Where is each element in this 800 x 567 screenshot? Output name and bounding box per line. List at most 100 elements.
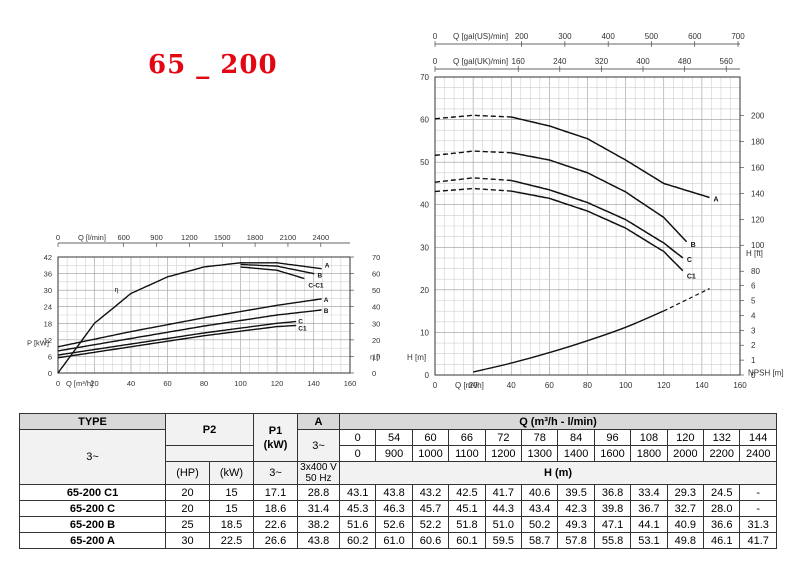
kw-cell: 22.5 bbox=[209, 532, 254, 549]
y-axis-label: P [kW] bbox=[27, 339, 49, 348]
plot-frame bbox=[434, 76, 741, 376]
h-cell: 39.8 bbox=[593, 500, 632, 517]
y-tick-label: 70 bbox=[420, 73, 429, 82]
h-cell: 58.7 bbox=[521, 532, 559, 549]
top-tick-label-us: 400 bbox=[601, 32, 615, 41]
h-cell: 52.2 bbox=[411, 516, 450, 533]
right-tick-label-ft: 80 bbox=[751, 267, 760, 276]
right-tick-label-ft: 180 bbox=[751, 137, 765, 146]
y-tick-label: 18 bbox=[44, 319, 52, 328]
h-cell: 49.3 bbox=[557, 516, 595, 533]
q-m3h-cell: 144 bbox=[739, 429, 777, 446]
h-cell: 43.1 bbox=[338, 484, 377, 501]
q-lmin-cell: 2000 bbox=[666, 445, 705, 462]
performance-table: TYPE P2 P1 (kW) A Q (m³/h - l/min) 3~ 3~… bbox=[19, 413, 777, 549]
head-curve-b bbox=[511, 152, 688, 243]
top-axis-label-uk: Q [gal(UK)/min] bbox=[453, 57, 508, 66]
right-tick-label-npsh: 1 bbox=[751, 356, 756, 365]
h-cell: 53.1 bbox=[630, 532, 668, 549]
top-tick-label-us: 600 bbox=[688, 32, 702, 41]
right-tick-label: 40 bbox=[372, 303, 380, 312]
q-lmin-cell: 1400 bbox=[557, 445, 595, 462]
kw-unit-cell: (kW) bbox=[209, 461, 254, 485]
top-tick-label: 1800 bbox=[247, 233, 264, 242]
h-cell: 33.4 bbox=[630, 484, 668, 501]
h-cell: 57.8 bbox=[557, 532, 595, 549]
top-tick-label-uk: 160 bbox=[512, 57, 526, 66]
power-curve-a bbox=[57, 298, 322, 348]
right-axis-label: η [%] bbox=[370, 352, 380, 361]
amp-cell: 38.2 bbox=[297, 516, 340, 533]
kw-cell: 18.5 bbox=[209, 516, 254, 533]
h-cell: 32.7 bbox=[666, 500, 705, 517]
y-tick-label: 50 bbox=[420, 158, 429, 167]
a-phase-cell: 3~ bbox=[297, 429, 340, 462]
q-lmin-cell: 1200 bbox=[484, 445, 523, 462]
top-tick-label-us: 200 bbox=[515, 32, 529, 41]
power-curve-c bbox=[57, 320, 297, 356]
eta-label: B bbox=[318, 273, 323, 280]
kw-cell: 15 bbox=[209, 484, 254, 501]
top-tick-label-us: 500 bbox=[645, 32, 659, 41]
h-cell: 43.2 bbox=[411, 484, 450, 501]
h-cell: 50.2 bbox=[521, 516, 559, 533]
h-cell: 36.7 bbox=[630, 500, 668, 517]
curve-label-c1: C1 bbox=[687, 274, 696, 281]
power-label: A bbox=[324, 297, 329, 304]
x-tick-label: 140 bbox=[307, 379, 320, 388]
hp-cell: 20 bbox=[165, 500, 210, 517]
a-header: A bbox=[297, 413, 340, 430]
h-cell: 60.1 bbox=[448, 532, 486, 549]
p1-unit: (kW) bbox=[263, 438, 288, 451]
top-tick-label: 2100 bbox=[280, 233, 297, 242]
q-m3h-cell: 78 bbox=[521, 429, 559, 446]
h-cell: 41.7 bbox=[484, 484, 523, 501]
h-cell: 31.3 bbox=[739, 516, 777, 533]
amp-cell: 43.8 bbox=[297, 532, 340, 549]
head-curve-b-dashed bbox=[434, 150, 512, 156]
x-axis-label: Q [m³/h] bbox=[66, 379, 93, 388]
right-tick-label-npsh: 2 bbox=[751, 341, 756, 350]
type-header: TYPE bbox=[19, 413, 166, 430]
h-cell: 60.2 bbox=[338, 532, 377, 549]
q-m3h-cell: 54 bbox=[375, 429, 413, 446]
head-curve-a bbox=[511, 116, 710, 199]
top-tick-label: 0 bbox=[56, 233, 60, 242]
power-curve-c1 bbox=[57, 324, 297, 359]
top-tick-label: 1200 bbox=[181, 233, 198, 242]
h-cell: - bbox=[739, 484, 777, 501]
right-tick-label: 0 bbox=[372, 369, 376, 378]
h-cell: 36.8 bbox=[593, 484, 632, 501]
h-cell: 55.8 bbox=[593, 532, 632, 549]
right-axis-label-npsh: NPSH [m] bbox=[748, 369, 784, 378]
plot-frame bbox=[57, 256, 351, 374]
h-cell: 59.5 bbox=[484, 532, 523, 549]
curve-label-a: A bbox=[714, 196, 719, 203]
x-tick-label: 80 bbox=[583, 381, 592, 390]
efficiency-curve bbox=[240, 263, 315, 275]
top-tick-label: 600 bbox=[117, 233, 130, 242]
h-cell: 29.3 bbox=[666, 484, 705, 501]
voltage-label: 3x400 V bbox=[300, 462, 337, 474]
type-cell: 65-200 A bbox=[19, 532, 166, 549]
q-lmin-cell: 1100 bbox=[448, 445, 486, 462]
h-cell: 42.3 bbox=[557, 500, 595, 517]
q-m3h-cell: 0 bbox=[338, 429, 377, 446]
type-cell: 65-200 C1 bbox=[19, 484, 166, 501]
x-axis-label: Q [m³/h] bbox=[455, 381, 484, 390]
q-m3h-cell: 72 bbox=[484, 429, 523, 446]
hp-unit-cell: (HP) bbox=[165, 461, 210, 485]
frequency-label: 50 Hz bbox=[305, 473, 332, 484]
right-tick-label: 60 bbox=[372, 270, 380, 279]
y-tick-label: 42 bbox=[44, 253, 52, 262]
npsh-curve bbox=[472, 310, 665, 373]
q-lmin-cell: 900 bbox=[375, 445, 413, 462]
x-tick-label: 20 bbox=[469, 381, 478, 390]
h-cell: 41.7 bbox=[739, 532, 777, 549]
h-cell: 46.3 bbox=[375, 500, 413, 517]
right-tick-label: 50 bbox=[372, 286, 380, 295]
head-curve-c-dashed bbox=[434, 177, 512, 183]
q-lmin-cell: 0 bbox=[338, 445, 377, 462]
q-lmin-cell: 2200 bbox=[703, 445, 741, 462]
